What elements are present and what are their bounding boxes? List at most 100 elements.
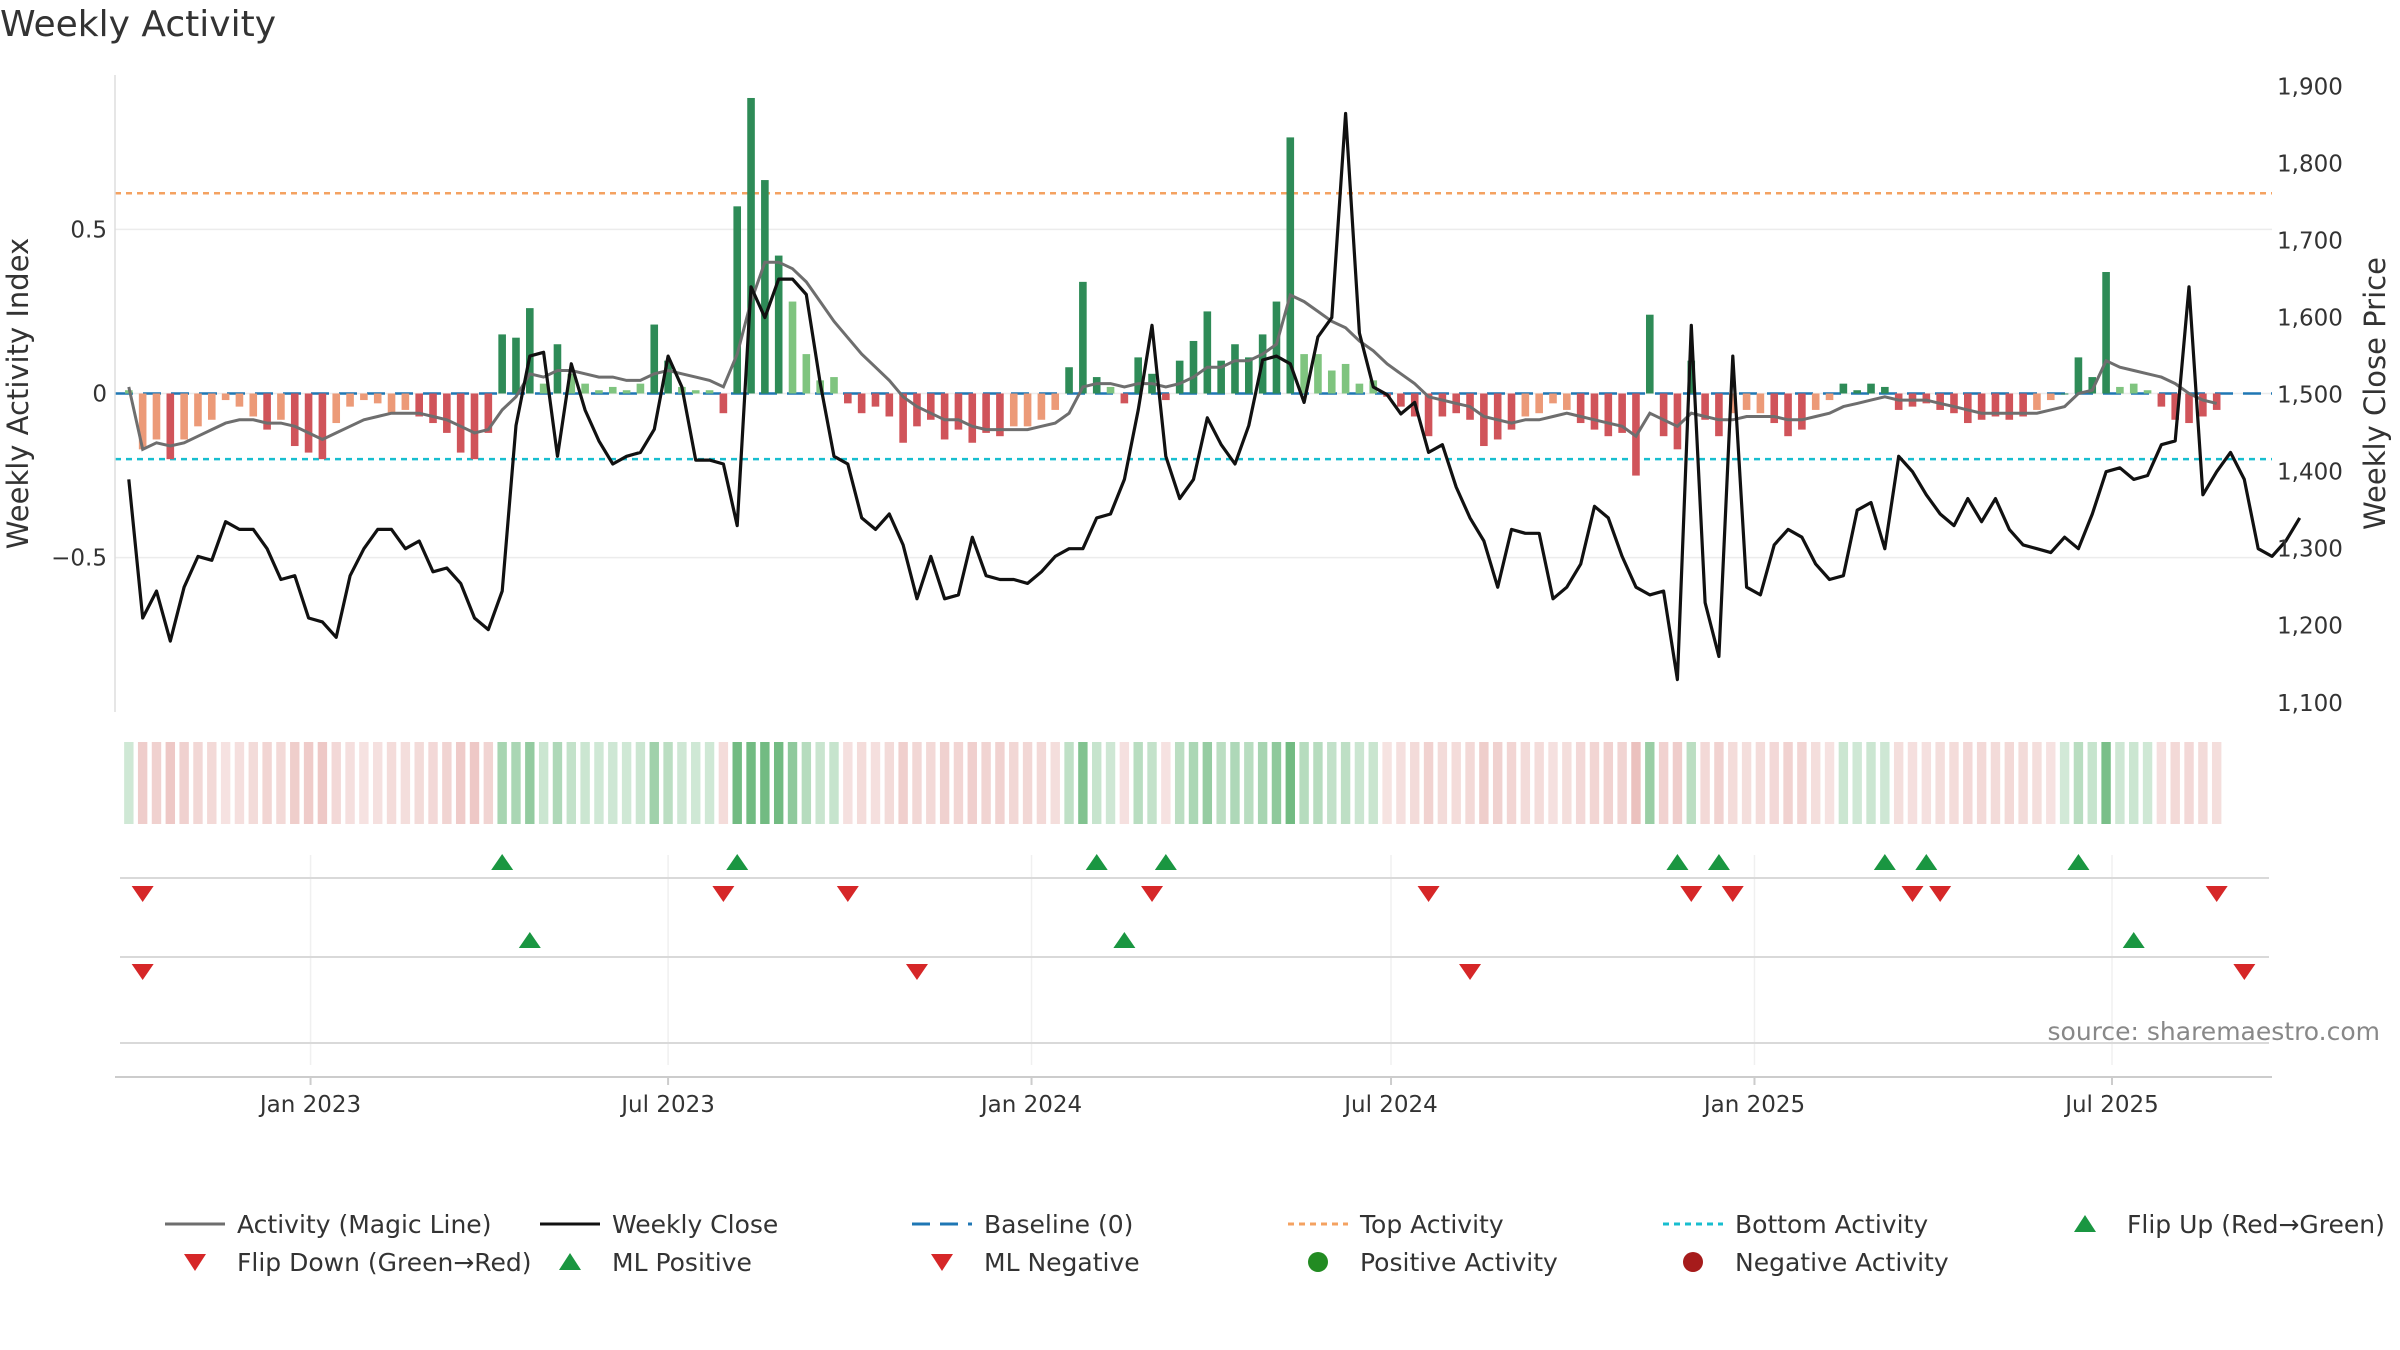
activity-bar: [346, 393, 354, 407]
legend-swatch: [2074, 1215, 2096, 1232]
strip-cell: [525, 742, 535, 824]
activity-bar: [567, 373, 576, 394]
legend-label: Baseline (0): [984, 1210, 1133, 1239]
activity-bar: [1756, 393, 1765, 414]
strip-cell: [442, 742, 452, 824]
strip-cell: [1617, 742, 1627, 824]
activity-bar: [1009, 393, 1018, 427]
activity-bar: [1659, 393, 1668, 437]
strip-cell: [1949, 742, 1959, 824]
ml-up-marker: [518, 932, 541, 948]
strip-cell: [151, 742, 162, 824]
strip-cell: [2032, 742, 2042, 824]
activity-bar: [719, 393, 728, 414]
strip-cell: [1382, 742, 1392, 824]
activity-bar: [1687, 360, 1696, 394]
activity-bar: [1424, 393, 1433, 437]
strip-cell: [1811, 742, 1821, 824]
strip-cell: [677, 742, 687, 824]
legend-label: ML Positive: [612, 1248, 752, 1277]
activity-bar: [1231, 344, 1239, 394]
strip-cell: [594, 742, 604, 824]
activity-bar: [691, 390, 700, 394]
strip-cell: [1645, 742, 1655, 824]
x-tick-label: Jan 2024: [979, 1092, 1082, 1118]
strip-cell: [1520, 742, 1531, 824]
activity-bar: [1922, 393, 1931, 404]
strip-cell: [2115, 742, 2125, 824]
activity-bar: [1493, 393, 1502, 440]
activity-bar: [954, 393, 963, 430]
activity-bar: [857, 393, 866, 414]
strip-cell: [1285, 742, 1295, 824]
activity-bar: [443, 393, 451, 433]
activity-bar: [539, 383, 548, 394]
activity-bar: [1881, 386, 1889, 394]
right-tick-label: 1,300: [2277, 537, 2343, 563]
strip-cell: [1147, 742, 1157, 824]
strip-cell: [1797, 742, 1807, 824]
strip-cell: [1755, 742, 1766, 824]
activity-bar: [512, 337, 520, 394]
strip-cell: [704, 742, 715, 824]
activity-bar: [1784, 393, 1792, 437]
strip-cell: [1340, 742, 1351, 824]
legend-item: Bottom Activity: [1663, 1210, 1928, 1239]
activity-bar: [1341, 363, 1350, 394]
right-axis-title: Weekly Close Price: [2358, 257, 2392, 530]
x-tick-label: Jan 2023: [258, 1092, 361, 1118]
strip-cell: [1437, 742, 1448, 824]
activity-bar: [2074, 357, 2083, 394]
strip-cell: [2170, 742, 2180, 824]
activity-bar: [733, 206, 742, 394]
legend: Activity (Magic Line) Weekly Close Baselin…: [165, 1210, 2385, 1277]
flip-down-marker: [1721, 886, 1744, 902]
strip-cell: [1769, 742, 1779, 824]
activity-bar: [304, 393, 313, 453]
activity-bar: [277, 393, 285, 420]
strip-cell: [1423, 742, 1434, 824]
activity-bar: [1950, 393, 1958, 414]
strip-cell: [1257, 742, 1268, 824]
strip-cell: [898, 742, 908, 824]
legend-label: Activity (Magic Line): [237, 1210, 491, 1239]
ml-down-marker: [131, 964, 154, 980]
activity-bar: [788, 301, 797, 394]
ml-down-marker: [1459, 964, 1482, 980]
strip-cell: [290, 742, 300, 824]
activity-bar: [1728, 393, 1737, 414]
strip-cell: [2087, 742, 2097, 824]
activity-bar: [1438, 393, 1447, 417]
strip-cell: [1064, 742, 1074, 824]
activity-bar: [207, 393, 216, 420]
activity-bar: [152, 393, 161, 440]
activity-bar: [595, 390, 603, 394]
strip-cell: [2156, 742, 2167, 824]
activity-bar: [1065, 367, 1073, 394]
strip-cell: [2004, 742, 2014, 824]
activity-bar: [940, 393, 949, 440]
activity-bar: [1549, 393, 1557, 404]
right-tick-label: 1,100: [2277, 691, 2343, 717]
activity-bar: [1798, 393, 1806, 430]
strip-cell: [1410, 742, 1420, 824]
x-tick-label: Jul 2023: [619, 1092, 715, 1118]
strip-cell: [2059, 742, 2070, 824]
strip-cell: [1783, 742, 1793, 824]
x-tick-label: Jul 2024: [1342, 1092, 1438, 1118]
strip-cell: [469, 742, 480, 824]
activity-bar: [1853, 390, 1861, 394]
activity-bar: [1618, 393, 1626, 433]
left-tick-label: 0: [92, 382, 107, 408]
activity-bar: [2046, 393, 2055, 401]
strip-cell: [1492, 742, 1503, 824]
strip-cell: [1202, 742, 1213, 824]
strip-cell: [428, 742, 438, 824]
strip-cell: [179, 742, 189, 824]
strip-cell: [1935, 742, 1945, 824]
right-tick-label: 1,700: [2277, 229, 2343, 255]
activity-bar: [263, 393, 271, 430]
strip-cell: [414, 742, 424, 824]
activity-bar: [415, 393, 423, 417]
strip-cell: [939, 742, 950, 824]
